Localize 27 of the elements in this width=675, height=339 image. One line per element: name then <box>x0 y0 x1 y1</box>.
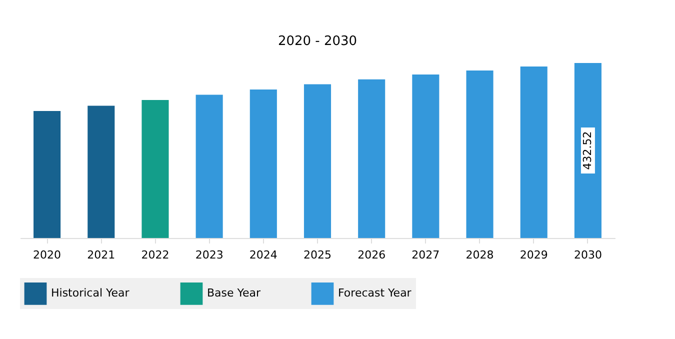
x-tick-label: 2025 <box>304 248 332 262</box>
bar <box>574 63 602 238</box>
x-tick-label: 2030 <box>574 248 602 262</box>
chart-title: 2020 - 2030 <box>278 34 358 49</box>
bar <box>196 94 223 238</box>
bar <box>34 110 61 238</box>
legend-label: Forecast Year <box>338 286 412 300</box>
bar <box>250 90 277 238</box>
x-tick-label: 2020 <box>33 248 62 262</box>
x-tick-label: 2024 <box>249 248 278 262</box>
data-label: 432.52 <box>580 131 594 170</box>
x-tick-label: 2029 <box>520 248 548 262</box>
x-tick-label: 2021 <box>87 248 116 262</box>
bar <box>520 66 548 238</box>
x-tick-label: 2026 <box>358 248 386 262</box>
bar <box>412 74 440 238</box>
x-tick-label: 2023 <box>195 248 224 262</box>
bar <box>88 106 115 238</box>
bar <box>142 100 169 238</box>
bar <box>358 79 386 238</box>
legend-label: Historical Year <box>51 286 130 300</box>
bar <box>466 70 494 238</box>
bar <box>304 84 332 238</box>
x-tick-label: 2027 <box>412 248 440 262</box>
x-tick-label: 2022 <box>141 248 170 262</box>
legend-label: Base Year <box>207 286 262 300</box>
x-tick-label: 2028 <box>466 248 494 262</box>
